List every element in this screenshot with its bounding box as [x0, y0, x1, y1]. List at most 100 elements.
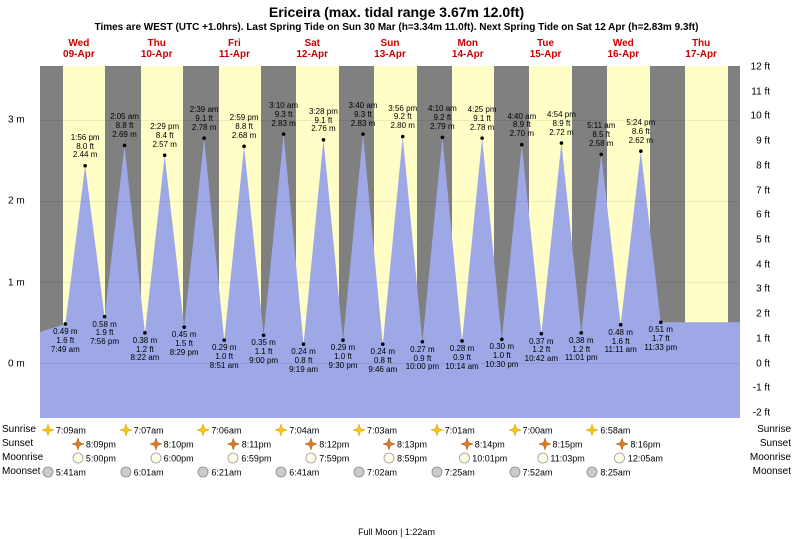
sun-orange-icon — [72, 438, 84, 452]
low-tide-label: 0.35 m1.1 ft9:00 pm — [249, 339, 278, 365]
yaxis-ft-tick: 9 ft — [756, 136, 770, 147]
sun-orange-icon — [150, 438, 162, 452]
astro-cell: 7:52am — [509, 466, 553, 480]
sun-gold-icon — [586, 424, 598, 438]
yaxis-ft-tick: 10 ft — [751, 111, 770, 122]
moon-icon — [383, 452, 395, 466]
day-label: Fri11-Apr — [194, 38, 274, 60]
moon-icon — [72, 452, 84, 466]
astro-row-sunrise: 7:09am7:07am7:06am7:04am7:03am7:01am7:00… — [40, 424, 740, 438]
moon-grey-icon — [42, 466, 54, 480]
high-tide-label: 4:40 am8.9 ft2.70 m — [507, 113, 536, 139]
footer-text: Full Moon | 1:22am — [0, 527, 793, 537]
sun-gold-icon — [120, 424, 132, 438]
astro-cell: 7:59pm — [305, 452, 349, 466]
sun-gold-icon — [431, 424, 443, 438]
astro-cell: 8:11pm — [228, 438, 271, 452]
moon-icon — [536, 452, 548, 466]
moon-grey-icon — [275, 466, 287, 480]
high-tide-label: 2:59 pm8.8 ft2.68 m — [230, 114, 259, 140]
day-label: Wed16-Apr — [583, 38, 663, 60]
yaxis-m-tick: 1 m — [8, 277, 25, 288]
yaxis-m-tick: 2 m — [8, 196, 25, 207]
yaxis-ft-tick: -2 ft — [753, 408, 770, 419]
astro-cell: 8:59pm — [383, 452, 427, 466]
low-tide-label: 0.24 m0.8 ft9:19 am — [289, 348, 318, 374]
low-tide-label: 0.29 m1.0 ft8:51 am — [210, 344, 239, 370]
moon-grey-icon — [509, 466, 521, 480]
moon-grey-icon — [431, 466, 443, 480]
yaxis-m-tick: 3 m — [8, 115, 25, 126]
moon-icon — [150, 452, 162, 466]
yaxis-ft-tick: 1 ft — [756, 333, 770, 344]
day-label: Mon14-Apr — [428, 38, 508, 60]
yaxis-ft-tick: 6 ft — [756, 210, 770, 221]
high-tide-label: 3:40 am9.3 ft2.83 m — [349, 102, 378, 128]
low-tide-label: 0.30 m1.0 ft10:30 pm — [485, 343, 518, 369]
low-tide-label: 0.37 m1.2 ft10:42 am — [525, 338, 558, 364]
astro-cell: 8:16pm — [616, 438, 660, 452]
yaxis-ft-tick: -1 ft — [753, 383, 770, 394]
chart-subtitle: Times are WEST (UTC +1.0hrs). Last Sprin… — [0, 22, 793, 33]
astro-row-moonset: 5:41am6:01am6:21am6:41am7:02am7:25am7:52… — [40, 466, 740, 480]
astro-side-label: Sunset — [2, 438, 33, 449]
high-tide-label: 2:29 pm8.4 ft2.57 m — [150, 123, 179, 149]
astro-cell: 6:00pm — [150, 452, 194, 466]
sun-gold-icon — [509, 424, 521, 438]
high-tide-label: 5:11 am8.5 ft2.58 m — [587, 122, 615, 148]
day-label: Thu17-Apr — [661, 38, 741, 60]
moon-grey-icon — [353, 466, 365, 480]
day-label: Tue15-Apr — [506, 38, 586, 60]
sun-orange-icon — [539, 438, 551, 452]
high-tide-label: 2:05 am8.8 ft2.69 m — [110, 113, 139, 139]
yaxis-ft-tick: 8 ft — [756, 160, 770, 171]
astro-cell: 7:06am — [197, 424, 241, 438]
astro-cell: 7:04am — [275, 424, 319, 438]
yaxis-m-tick: 0 m — [8, 358, 25, 369]
yaxis-ft-tick: 0 ft — [756, 358, 770, 369]
astro-side-label: Sunset — [760, 438, 791, 449]
astro-cell: 6:59pm — [227, 452, 271, 466]
high-tide-label: 4:10 am9.2 ft2.79 m — [428, 105, 457, 131]
plot-area: 0 m1 m2 m3 m-2 ft-1 ft0 ft1 ft2 ft3 ft4 … — [40, 38, 740, 418]
astro-side-label: Moonset — [2, 466, 40, 477]
moon-grey-icon — [586, 466, 598, 480]
sun-orange-icon — [305, 438, 317, 452]
astro-side-label: Sunrise — [757, 424, 791, 435]
chart-title: Ericeira (max. tidal range 3.67m 12.0ft) — [0, 4, 793, 20]
yaxis-ft-tick: 7 ft — [756, 185, 770, 196]
astro-cell: 8:13pm — [383, 438, 427, 452]
astro-cell: 6:21am — [197, 466, 241, 480]
astro-cell: 6:01am — [120, 466, 164, 480]
astro-side-label: Sunrise — [2, 424, 36, 435]
low-tide-label: 0.49 m1.6 ft7:49 am — [51, 328, 80, 354]
yaxis-ft-tick: 3 ft — [756, 284, 770, 295]
low-tide-label: 0.29 m1.0 ft9:30 pm — [329, 344, 358, 370]
astro-cell: 7:01am — [431, 424, 475, 438]
astro-cell: 8:14pm — [461, 438, 505, 452]
astro-cell: 8:15pm — [539, 438, 583, 452]
moon-grey-icon — [120, 466, 132, 480]
low-tide-label: 0.27 m0.9 ft10:00 pm — [406, 346, 439, 372]
sun-orange-icon — [383, 438, 395, 452]
yaxis-ft-tick: 2 ft — [756, 309, 770, 320]
day-label: Thu10-Apr — [117, 38, 197, 60]
low-tide-label: 0.24 m0.8 ft9:46 am — [368, 348, 397, 374]
sun-orange-icon — [461, 438, 473, 452]
astro-side-label: Moonrise — [750, 452, 791, 463]
astro-cell: 7:02am — [353, 466, 397, 480]
moon-grey-icon — [197, 466, 209, 480]
astro-cell: 5:00pm — [72, 452, 116, 466]
astro-side-label: Moonrise — [2, 452, 43, 463]
astro-cell: 6:58am — [586, 424, 630, 438]
sun-orange-icon — [228, 438, 240, 452]
yaxis-ft-tick: 5 ft — [756, 235, 770, 246]
low-tide-label: 0.28 m0.9 ft10:14 am — [445, 345, 478, 371]
moon-icon — [458, 452, 470, 466]
astro-cell: 6:41am — [275, 466, 319, 480]
low-tide-label: 0.51 m1.7 ft11:33 pm — [644, 326, 677, 352]
astro-row-moonrise: 5:00pm6:00pm6:59pm7:59pm8:59pm10:01pm11:… — [40, 452, 740, 466]
high-tide-label: 4:54 pm8.9 ft2.72 m — [547, 111, 576, 137]
high-tide-label: 4:25 pm9.1 ft2.78 m — [468, 106, 497, 132]
astro-cell: 11:03pm — [536, 452, 584, 466]
